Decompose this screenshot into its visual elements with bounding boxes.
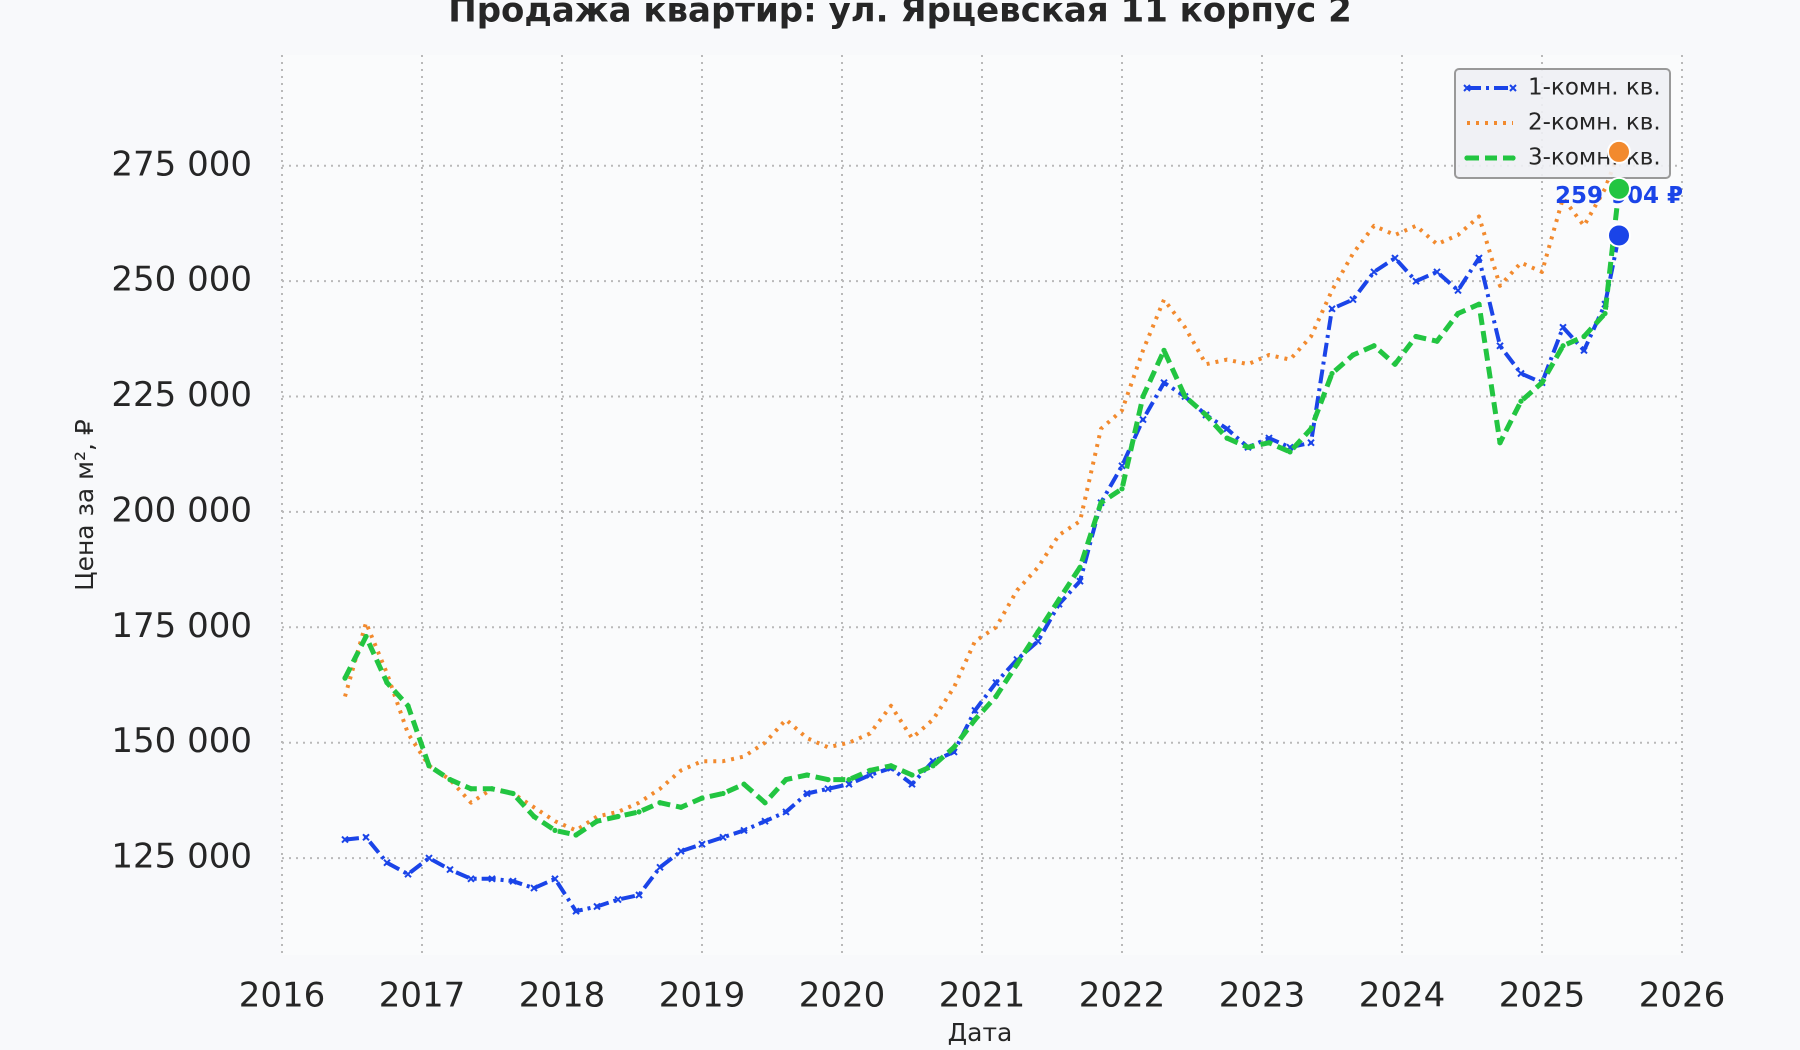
x-tick-label: 2017 [379,976,466,1016]
last-point [1607,223,1631,248]
legend-label: 1-комн. кв. [1528,75,1661,101]
legend-label: 3-комн. кв. [1528,145,1661,171]
x-tick-label: 2024 [1359,976,1446,1016]
y-tick-label: 200 000 [111,490,252,530]
x-tick-label: 2025 [1499,976,1586,1016]
y-tick-label: 250 000 [111,260,252,300]
series-line [342,188,1622,838]
y-tick-label: 225 000 [111,375,252,415]
chart-title: Продажа квартир: ул. Ярцевская 11 корпус… [448,0,1352,31]
y-tick-label: 150 000 [111,721,252,761]
x-tick-label: 2018 [519,976,606,1016]
x-tick-label: 2026 [1639,976,1726,1016]
x-tick-label: 2021 [939,976,1026,1016]
x-tick-label: 2022 [1079,976,1166,1016]
y-tick-label: 125 000 [111,837,252,877]
last-point [1607,139,1631,164]
x-tick-label: 2020 [799,976,886,1016]
y-tick-label: 275 000 [111,144,252,184]
legend: 1-комн. кв. 2-комн. кв. 3-комн. кв. [1454,68,1671,179]
x-tick-label: 2019 [659,976,746,1016]
x-axis-label: Дата [948,1018,1013,1047]
last-point [1607,176,1631,201]
y-axis-label: Цена за м², ₽ [70,419,99,591]
x-tick-label: 2023 [1219,976,1306,1016]
y-tick-label: 175 000 [111,606,252,646]
x-tick-label: 2016 [239,976,326,1016]
legend-label: 2-комн. кв. [1528,110,1661,136]
